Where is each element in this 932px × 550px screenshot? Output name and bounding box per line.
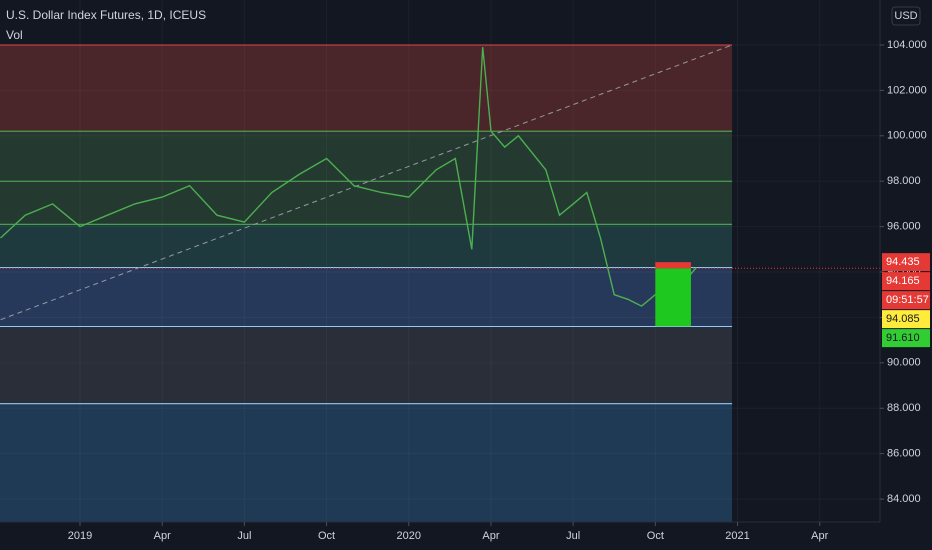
x-tick-label: Jul — [237, 530, 251, 542]
x-tick-label: Oct — [647, 530, 664, 542]
zone — [0, 403, 733, 522]
price-label-bg — [882, 329, 930, 348]
y-tick-label: 104.000 — [887, 39, 927, 51]
y-tick-label: 90.000 — [887, 357, 921, 369]
price-label-bg — [882, 310, 930, 329]
price-label: 91.610 — [886, 332, 920, 344]
zone — [0, 224, 733, 268]
x-tick-label: Jul — [566, 530, 580, 542]
target-zone — [655, 268, 691, 327]
y-tick-label: 86.000 — [887, 448, 921, 460]
y-tick-label: 98.000 — [887, 175, 921, 187]
price-label-bg — [882, 272, 930, 291]
zone — [0, 44, 733, 132]
zone — [0, 131, 733, 225]
y-tick-label: 100.000 — [887, 130, 927, 142]
x-tick-label: 2021 — [725, 530, 749, 542]
y-tick-label: 84.000 — [887, 493, 921, 505]
x-tick-label: Apr — [482, 530, 499, 542]
price-label: 94.085 — [886, 313, 920, 325]
price-label: 94.435 — [886, 256, 920, 268]
price-label: 94.165 — [886, 275, 920, 287]
x-tick-label: Apr — [154, 530, 171, 542]
x-tick-label: 2019 — [68, 530, 92, 542]
plot-area — [0, 44, 880, 523]
x-tick-label: 2020 — [397, 530, 421, 542]
x-tick-label: Oct — [318, 530, 335, 542]
trend-line — [0, 44, 733, 321]
stop-zone — [655, 262, 691, 269]
currency: USD — [894, 10, 917, 22]
currency-button[interactable] — [891, 6, 921, 26]
price-line — [0, 47, 697, 307]
x-tick-label: Apr — [811, 530, 828, 542]
price-label: 09:51:57 — [886, 294, 929, 306]
y-tick-label: 88.000 — [887, 402, 921, 414]
zone — [0, 326, 733, 404]
y-tick-label: 102.000 — [887, 84, 927, 96]
price-label-bg — [882, 291, 930, 310]
y-tick-label: 96.000 — [887, 221, 921, 233]
subtitle: Vol — [6, 28, 23, 42]
price-label-bg — [882, 253, 930, 272]
chart-title: U.S. Dollar Index Futures, 1D, ICEUS — [6, 8, 206, 22]
